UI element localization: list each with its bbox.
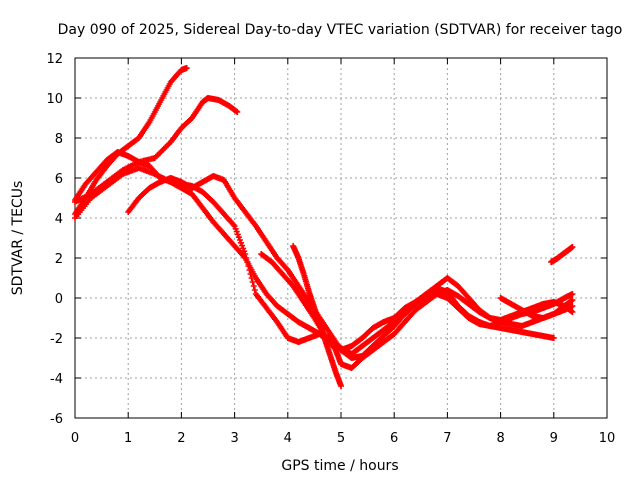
grid-lines <box>75 58 607 418</box>
series-trace-5 <box>125 173 557 361</box>
x-tick-label: 1 <box>124 431 132 446</box>
y-tick-label: 2 <box>55 252 63 267</box>
y-tick-label: 12 <box>46 52 63 67</box>
x-tick-label: 0 <box>71 431 79 446</box>
x-tick-label: 6 <box>390 431 398 446</box>
series-trace-8 <box>497 295 576 321</box>
x-tick-label: 3 <box>230 431 238 446</box>
chart-title: Day 090 of 2025, Sidereal Day-to-day VTE… <box>58 22 623 38</box>
data-point <box>183 65 190 71</box>
x-tick-label: 7 <box>443 431 451 446</box>
data-point <box>569 297 576 303</box>
x-tick-label: 4 <box>284 431 292 446</box>
y-tick-label: 10 <box>46 92 63 107</box>
series-trace-7 <box>290 243 344 389</box>
y-tick-label: -4 <box>50 372 63 387</box>
y-tick-label: 6 <box>55 172 63 187</box>
data-point <box>250 283 257 289</box>
x-tick-label: 8 <box>496 431 504 446</box>
data-point <box>569 309 576 315</box>
y-tick-label: 0 <box>55 292 63 307</box>
data-point <box>569 303 576 309</box>
series-trace-2 <box>72 95 241 205</box>
y-axis-label: SDTVAR / TECUs <box>10 181 26 296</box>
x-tick-label: 10 <box>599 431 616 446</box>
data-point <box>550 335 557 341</box>
data-point <box>251 287 258 293</box>
x-tick-label: 5 <box>337 431 345 446</box>
data-point <box>338 383 344 389</box>
data-series <box>72 65 576 389</box>
x-tick-label: 9 <box>550 431 558 446</box>
x-axis-label: GPS time / hours <box>281 458 398 474</box>
y-tick-label: 4 <box>55 212 63 227</box>
data-point <box>569 244 576 250</box>
x-tick-label: 2 <box>177 431 185 446</box>
y-tick-label: 8 <box>55 132 63 147</box>
data-point <box>569 291 576 297</box>
y-tick-label: -6 <box>50 412 63 427</box>
series-trace-9 <box>548 244 576 265</box>
series-trace-4 <box>72 165 576 357</box>
data-point <box>249 279 256 285</box>
y-tick-label: -2 <box>50 332 63 347</box>
data-point <box>234 109 241 115</box>
